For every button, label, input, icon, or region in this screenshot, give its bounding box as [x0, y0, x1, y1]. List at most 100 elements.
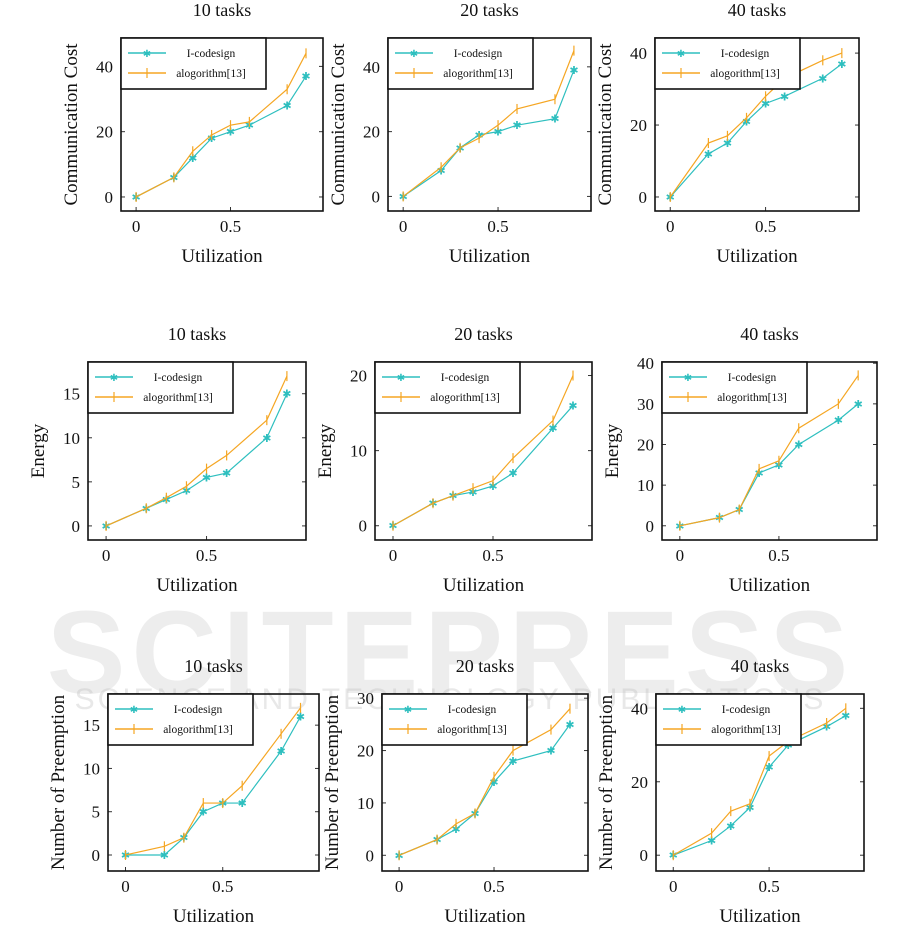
y-tick-label: 15	[83, 716, 100, 735]
series-line-I-codesign	[125, 716, 302, 856]
x-tick-label: 0	[389, 546, 398, 565]
x-axis-label: Utilization	[156, 575, 238, 596]
x-tick-label: 0	[132, 217, 141, 236]
data-point-star: ✱	[568, 401, 577, 413]
chart-title: 40 tasks	[740, 324, 799, 344]
y-axis-label: Number of Preemption	[596, 694, 617, 870]
x-axis-label: Utilization	[444, 906, 526, 926]
y-tick-label: 20	[637, 435, 654, 454]
y-tick-label: 20	[630, 116, 647, 135]
data-point-star: ✱	[565, 719, 574, 731]
x-axis-label: Utilization	[729, 575, 811, 596]
y-tick-label: 0	[366, 846, 375, 865]
y-tick-label: 0	[359, 517, 368, 536]
y-tick-label: 40	[631, 699, 648, 718]
series-line-alogorithm[13]	[135, 53, 307, 198]
legend-star-icon: ✱	[130, 705, 138, 716]
data-point-star: ✱	[160, 850, 169, 862]
subplot-3: 40 tasks Utilization Communication Cost 0 0.…	[595, 0, 860, 267]
y-tick-label: 0	[105, 188, 114, 207]
data-point-star: ✱	[262, 433, 271, 445]
y-tick-label: 0	[372, 187, 381, 206]
y-tick-label: 5	[92, 803, 101, 822]
y-axis-label: Number of Preemption	[48, 694, 69, 870]
subplot-5: 20 tasksUtilizationEnergy00.501020✱✱✱✱✱✱…	[315, 324, 593, 596]
y-tick-label: 0	[639, 188, 648, 207]
data-point-star: ✱	[837, 59, 846, 71]
data-point-star: ✱	[569, 65, 578, 77]
legend-label: alogorithm[13]	[443, 68, 513, 80]
legend-star-icon: ✱	[678, 705, 686, 716]
legend-label: I-codesign	[187, 48, 236, 60]
data-point-star: ✱	[512, 120, 521, 132]
data-point-star: ✱	[704, 149, 713, 161]
x-tick-label: 0.5	[487, 217, 508, 236]
series-line-alogorithm[13]	[125, 707, 302, 856]
x-tick-label: 0.5	[755, 217, 776, 236]
y-tick-label: 40	[363, 58, 380, 77]
x-tick-label: 0.5	[220, 217, 241, 236]
y-tick-label: 0	[646, 517, 655, 536]
subplot-7: 10 tasks Utilization Number of Preemption 0…	[48, 656, 320, 926]
x-axis-label: Utilization	[449, 246, 531, 267]
y-tick-label: 20	[363, 123, 380, 142]
data-point-star: ✱	[282, 389, 291, 401]
chart-title: 20 tasks	[454, 324, 513, 344]
data-point-star: ✱	[818, 73, 827, 85]
data-point-star: ✱	[550, 114, 559, 126]
legend-box	[381, 693, 528, 746]
series-line-alogorithm[13]	[105, 375, 288, 527]
legend-box	[120, 37, 267, 90]
y-tick-label: 40	[637, 354, 654, 373]
data-point-star: ✱	[508, 468, 517, 480]
data-point-star: ✱	[451, 824, 460, 836]
y-tick-label: 20	[357, 742, 374, 761]
legend-label: I-codesign	[454, 48, 503, 60]
legend-label: I-codesign	[174, 704, 223, 716]
data-point-star: ✱	[841, 711, 850, 723]
chart-title: 10 tasks	[184, 656, 243, 676]
legend-label: alogorithm[13]	[176, 68, 246, 80]
y-axis-label: Communication Cost	[328, 43, 349, 206]
legend-box	[654, 37, 801, 90]
data-point-star: ✱	[508, 756, 517, 768]
y-tick-label: 20	[631, 773, 648, 792]
chart-title: 10 tasks	[193, 0, 252, 20]
data-point-star: ✱	[546, 746, 555, 758]
x-tick-label: 0.5	[196, 546, 217, 565]
data-point-star: ✱	[283, 101, 292, 113]
y-tick-label: 0	[72, 517, 81, 536]
series-line-I-codesign	[392, 405, 574, 527]
series-line-alogorithm[13]	[669, 52, 843, 198]
data-point-star: ✱	[548, 423, 557, 435]
x-tick-label: 0.5	[482, 546, 503, 565]
data-point-star: ✱	[854, 399, 863, 411]
legend-star-icon: ✱	[677, 49, 685, 60]
legend: ✱ I-codesign alogorithm[13]	[120, 37, 267, 90]
y-tick-label: 40	[96, 57, 113, 76]
data-point-star: ✱	[488, 481, 497, 493]
x-axis-label: Utilization	[716, 246, 798, 267]
legend-label: alogorithm[13]	[717, 392, 787, 404]
y-tick-label: 15	[63, 385, 80, 404]
y-axis-label: Energy	[315, 423, 336, 478]
legend-label: I-codesign	[448, 704, 497, 716]
data-point-star: ✱	[202, 472, 211, 484]
legend: ✱ I-codesign alogorithm[13]	[374, 361, 521, 414]
subplot-1: 10 tasks Utilization Communication Cost 0 0.…	[61, 0, 324, 267]
data-point-star: ✱	[226, 127, 235, 139]
legend-label: I-codesign	[154, 372, 203, 384]
data-point-star: ✱	[707, 836, 716, 848]
y-tick-label: 0	[640, 846, 649, 865]
y-tick-label: 10	[83, 759, 100, 778]
legend: ✱ I-codesign alogorithm[13]	[661, 361, 808, 414]
data-point-star: ✱	[726, 821, 735, 833]
legend-label: I-codesign	[441, 372, 490, 384]
data-point-star: ✱	[276, 746, 285, 758]
legend: ✱ I-codesign alogorithm[13]	[655, 693, 802, 746]
series-line-I-codesign	[402, 69, 575, 197]
legend-label: I-codesign	[728, 372, 777, 384]
y-tick-label: 30	[637, 395, 654, 414]
y-axis-label: Energy	[602, 423, 623, 478]
data-point-star: ✱	[493, 127, 502, 139]
